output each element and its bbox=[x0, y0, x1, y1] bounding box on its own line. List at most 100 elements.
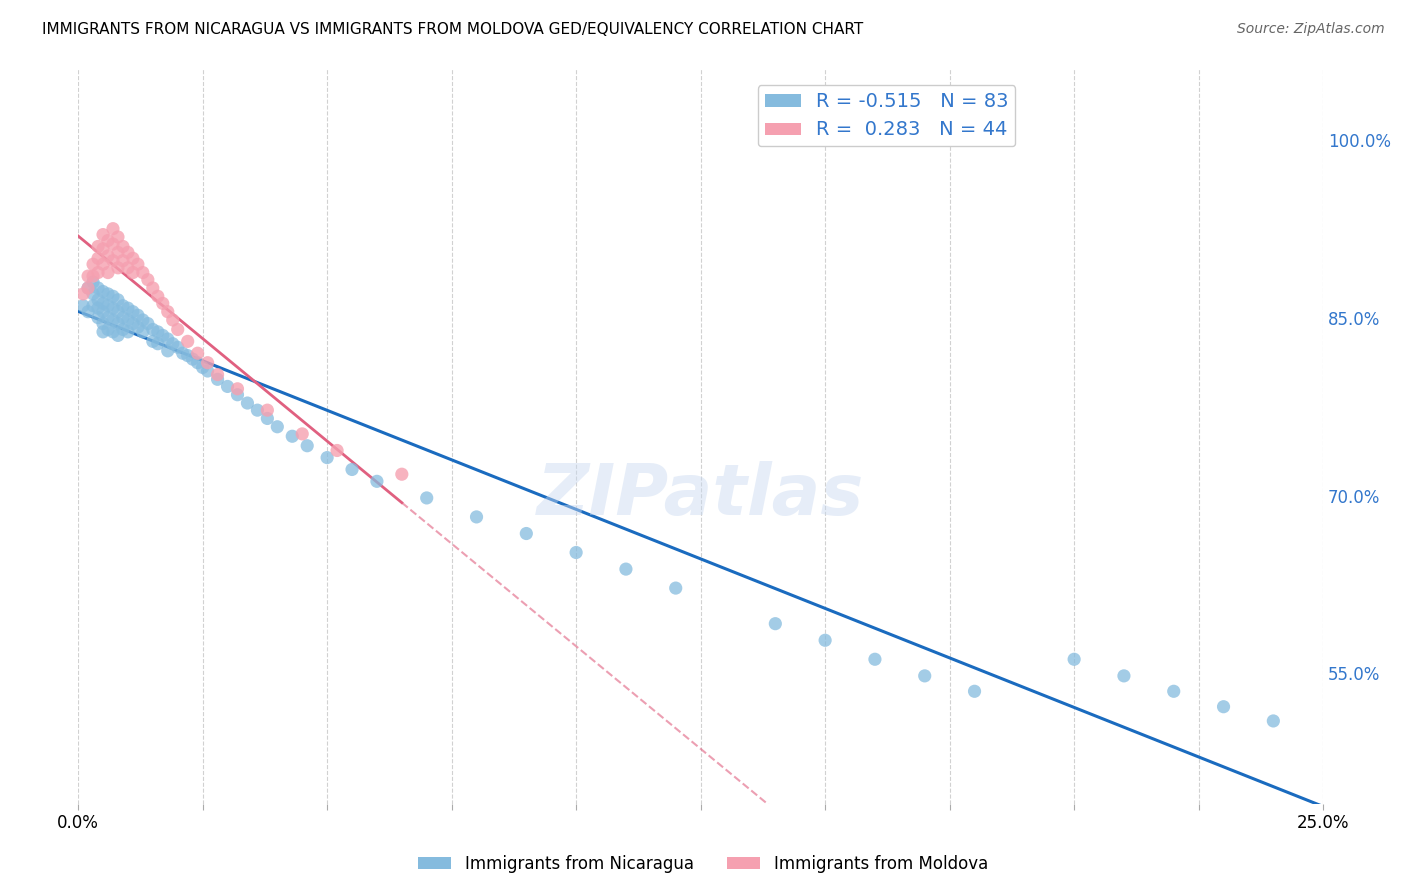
Point bbox=[152, 296, 174, 310]
Point bbox=[101, 325, 124, 339]
Point bbox=[87, 252, 110, 266]
Point bbox=[107, 328, 129, 343]
Text: Source: ZipAtlas.com: Source: ZipAtlas.com bbox=[1237, 22, 1385, 37]
Point bbox=[122, 304, 145, 318]
Point bbox=[82, 269, 104, 284]
Point bbox=[156, 332, 179, 346]
Point bbox=[963, 684, 986, 698]
Point bbox=[91, 285, 114, 299]
Point bbox=[107, 260, 129, 275]
Point bbox=[87, 281, 110, 295]
Point bbox=[665, 581, 688, 595]
Point bbox=[132, 266, 155, 280]
Point bbox=[465, 510, 488, 524]
Point bbox=[101, 253, 124, 268]
Point bbox=[142, 281, 165, 295]
Point bbox=[914, 669, 936, 683]
Point bbox=[107, 317, 129, 331]
Point bbox=[207, 368, 229, 382]
Point bbox=[117, 260, 139, 275]
Point bbox=[127, 308, 149, 322]
Point bbox=[91, 296, 114, 310]
Point bbox=[152, 328, 174, 343]
Legend: R = -0.515   N = 83, R =  0.283   N = 44: R = -0.515 N = 83, R = 0.283 N = 44 bbox=[758, 85, 1015, 146]
Point bbox=[136, 273, 159, 287]
Point bbox=[77, 304, 100, 318]
Point bbox=[111, 310, 134, 325]
Point bbox=[246, 403, 269, 417]
Point bbox=[146, 289, 169, 303]
Point bbox=[87, 239, 110, 253]
Point bbox=[72, 286, 94, 301]
Point bbox=[146, 325, 169, 339]
Point bbox=[256, 403, 278, 417]
Point bbox=[97, 310, 120, 325]
Point bbox=[117, 245, 139, 260]
Point bbox=[166, 322, 188, 336]
Point bbox=[82, 286, 104, 301]
Point bbox=[122, 266, 145, 280]
Point bbox=[91, 227, 114, 242]
Point bbox=[197, 364, 219, 378]
Point bbox=[122, 317, 145, 331]
Point bbox=[1163, 684, 1185, 698]
Point bbox=[1112, 669, 1135, 683]
Point bbox=[166, 340, 188, 354]
Point bbox=[97, 322, 120, 336]
Point bbox=[107, 304, 129, 318]
Point bbox=[91, 304, 114, 318]
Point bbox=[340, 462, 363, 476]
Point bbox=[82, 275, 104, 289]
Point bbox=[127, 257, 149, 271]
Point bbox=[111, 299, 134, 313]
Point bbox=[172, 346, 194, 360]
Point bbox=[97, 299, 120, 313]
Point bbox=[1063, 652, 1085, 666]
Point bbox=[101, 221, 124, 235]
Point bbox=[226, 382, 249, 396]
Point bbox=[107, 245, 129, 260]
Point bbox=[291, 426, 314, 441]
Point bbox=[162, 336, 184, 351]
Point bbox=[256, 411, 278, 425]
Point bbox=[863, 652, 886, 666]
Point bbox=[72, 299, 94, 313]
Point bbox=[281, 429, 304, 443]
Point bbox=[132, 313, 155, 327]
Point bbox=[122, 252, 145, 266]
Point bbox=[391, 467, 413, 482]
Point bbox=[416, 491, 439, 505]
Point bbox=[181, 352, 204, 367]
Point bbox=[87, 310, 110, 325]
Point bbox=[82, 257, 104, 271]
Point bbox=[111, 322, 134, 336]
Point bbox=[97, 286, 120, 301]
Point bbox=[176, 334, 198, 349]
Point bbox=[77, 281, 100, 295]
Point bbox=[187, 356, 209, 370]
Point bbox=[316, 450, 339, 465]
Point bbox=[87, 266, 110, 280]
Point bbox=[127, 320, 149, 334]
Text: IMMIGRANTS FROM NICARAGUA VS IMMIGRANTS FROM MOLDOVA GED/EQUIVALENCY CORRELATION: IMMIGRANTS FROM NICARAGUA VS IMMIGRANTS … bbox=[42, 22, 863, 37]
Point bbox=[326, 443, 349, 458]
Point bbox=[207, 372, 229, 386]
Point bbox=[117, 325, 139, 339]
Point bbox=[1212, 699, 1234, 714]
Point bbox=[565, 545, 588, 559]
Point bbox=[97, 266, 120, 280]
Point bbox=[101, 313, 124, 327]
Point bbox=[814, 633, 837, 648]
Point bbox=[101, 289, 124, 303]
Point bbox=[91, 317, 114, 331]
Point bbox=[91, 242, 114, 256]
Point bbox=[156, 343, 179, 358]
Text: ZIPatlas: ZIPatlas bbox=[537, 460, 865, 530]
Point bbox=[142, 334, 165, 349]
Point bbox=[614, 562, 637, 576]
Point bbox=[156, 304, 179, 318]
Point bbox=[117, 313, 139, 327]
Point bbox=[91, 325, 114, 339]
Point bbox=[132, 325, 155, 339]
Point bbox=[91, 257, 114, 271]
